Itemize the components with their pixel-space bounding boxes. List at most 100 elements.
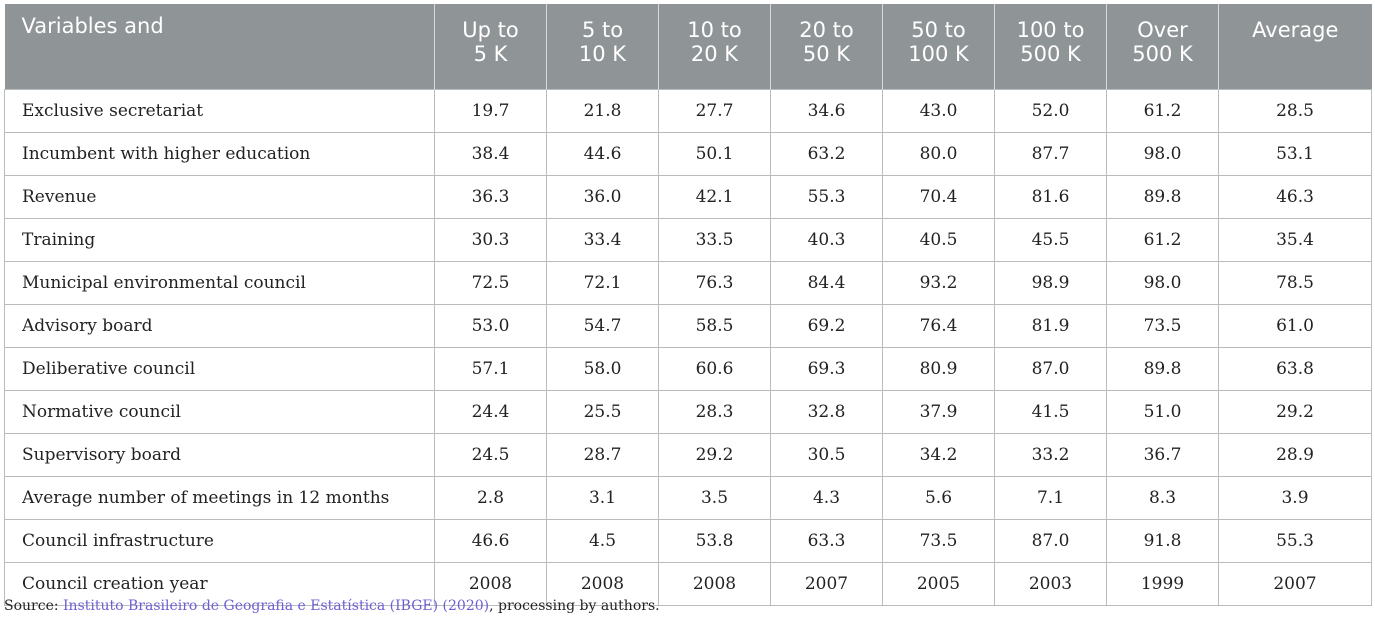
- table-cell: 25.5: [546, 390, 659, 434]
- header-column-line1: 20 to: [799, 18, 854, 42]
- table-row: Incumbent with higher education 38.4 44.6 5…: [4, 132, 1372, 176]
- table-cell: 84.4: [770, 261, 883, 305]
- table-cell: 87.0: [994, 347, 1107, 391]
- header-column: Average: [1218, 4, 1372, 90]
- table-cell: 81.9: [994, 304, 1107, 348]
- table-cell: 46.3: [1218, 175, 1372, 219]
- table-cell: 53.0: [434, 304, 547, 348]
- table-cell: 30.3: [434, 218, 547, 262]
- source-suffix: , processing by authors.: [489, 598, 660, 614]
- header-column-line2: 500 K: [1132, 42, 1193, 66]
- table-cell: 2008: [658, 562, 771, 606]
- table-cell: 69.2: [770, 304, 883, 348]
- table-cell: 42.1: [658, 175, 771, 219]
- table-row: Average number of meetings in 12 months 2…: [4, 476, 1372, 520]
- table-cell: 89.8: [1106, 175, 1219, 219]
- table-row: Municipal environmental council 72.5 72.1 7…: [4, 261, 1372, 305]
- table-row: Advisory board 53.0 54.7 58.5 69.2 76.4 81.9 73…: [4, 304, 1372, 348]
- table-cell: 58.5: [658, 304, 771, 348]
- table-cell: 40.3: [770, 218, 883, 262]
- table-cell: 63.3: [770, 519, 883, 563]
- row-label: Municipal environmental council: [4, 261, 435, 305]
- row-label: Average number of meetings in 12 months: [4, 476, 435, 520]
- header-column-line2: 20 K: [690, 42, 739, 66]
- header-column-line1: Over: [1137, 18, 1188, 42]
- header-column: 50 to 100 K: [882, 4, 995, 90]
- table-cell: 40.5: [882, 218, 995, 262]
- table-cell: 43.0: [882, 89, 995, 133]
- table-cell: 70.4: [882, 175, 995, 219]
- table-cell: 24.4: [434, 390, 547, 434]
- table-cell: 4.3: [770, 476, 883, 520]
- table-row: Deliberative council 57.1 58.0 60.6 69.3 80.9…: [4, 347, 1372, 391]
- table-cell: 34.6: [770, 89, 883, 133]
- table-cell: 28.5: [1218, 89, 1372, 133]
- table-cell: 36.0: [546, 175, 659, 219]
- header-column: 100 to 500 K: [994, 4, 1107, 90]
- table-cell: 2.8: [434, 476, 547, 520]
- table-row: Council infrastructure 46.6 4.5 53.8 63.3 73.…: [4, 519, 1372, 563]
- table-cell: 87.0: [994, 519, 1107, 563]
- table-cell: 32.8: [770, 390, 883, 434]
- table-cell: 53.8: [658, 519, 771, 563]
- table-cell: 98.0: [1106, 132, 1219, 176]
- table-cell: 73.5: [1106, 304, 1219, 348]
- table-cell: 28.3: [658, 390, 771, 434]
- table-cell: 55.3: [770, 175, 883, 219]
- table-row: Training 30.3 33.4 33.5 40.3 40.5 45.5 61.2 35.4: [4, 218, 1372, 262]
- table-cell: 50.1: [658, 132, 771, 176]
- source-note: Source: Instituto Brasileiro de Geografi…: [4, 598, 660, 614]
- row-label: Supervisory board: [4, 433, 435, 477]
- table-cell: 28.9: [1218, 433, 1372, 477]
- table-cell: 33.5: [658, 218, 771, 262]
- source-link[interactable]: Instituto Brasileiro de Geografia e Esta…: [63, 598, 490, 614]
- row-label: Normative council: [4, 390, 435, 434]
- table-cell: 76.4: [882, 304, 995, 348]
- row-label: Training: [4, 218, 435, 262]
- table-cell: 37.9: [882, 390, 995, 434]
- header-column-line2: 5 K: [473, 42, 508, 66]
- table-cell: 35.4: [1218, 218, 1372, 262]
- table-cell: 61.2: [1106, 218, 1219, 262]
- table-cell: 53.1: [1218, 132, 1372, 176]
- table-cell: 72.1: [546, 261, 659, 305]
- table-cell: 2003: [994, 562, 1107, 606]
- header-column: 10 to 20 K: [658, 4, 771, 90]
- header-column-line1: Up to: [462, 18, 519, 42]
- header-column-line1: 10 to: [687, 18, 742, 42]
- header-column: 20 to 50 K: [770, 4, 883, 90]
- row-label: Incumbent with higher education: [4, 132, 435, 176]
- table-cell: 61.0: [1218, 304, 1372, 348]
- table-cell: 3.9: [1218, 476, 1372, 520]
- table-cell: 4.5: [546, 519, 659, 563]
- table-cell: 33.2: [994, 433, 1107, 477]
- table-body: Exclusive secretariat 19.7 21.8 27.7 34.6 43.…: [4, 89, 1372, 606]
- table-cell: 89.8: [1106, 347, 1219, 391]
- table-row: Supervisory board 24.5 28.7 29.2 30.5 34.2 33.…: [4, 433, 1372, 477]
- table-cell: 46.6: [434, 519, 547, 563]
- table-cell: 2007: [770, 562, 883, 606]
- header-column-line1: 5 to: [581, 18, 624, 42]
- table-cell: 78.5: [1218, 261, 1372, 305]
- table-cell: 21.8: [546, 89, 659, 133]
- table-cell: 27.7: [658, 89, 771, 133]
- table-cell: 45.5: [994, 218, 1107, 262]
- table-cell: 29.2: [658, 433, 771, 477]
- row-label: Revenue: [4, 175, 435, 219]
- table-cell: 33.4: [546, 218, 659, 262]
- table-cell: 51.0: [1106, 390, 1219, 434]
- table-cell: 41.5: [994, 390, 1107, 434]
- table-cell: 38.4: [434, 132, 547, 176]
- table-cell: 58.0: [546, 347, 659, 391]
- header-column-line2: 500 K: [1020, 42, 1081, 66]
- table-cell: 60.6: [658, 347, 771, 391]
- table-cell: 87.7: [994, 132, 1107, 176]
- header-column-line1: 100 to: [1016, 18, 1085, 42]
- header-column-line1: 50 to: [911, 18, 966, 42]
- table-row: Council creation year 2008 2008 2008 2007 200…: [4, 562, 1372, 606]
- row-label: Deliberative council: [4, 347, 435, 391]
- header-column-line2: 10 K: [578, 42, 627, 66]
- table-cell: 8.3: [1106, 476, 1219, 520]
